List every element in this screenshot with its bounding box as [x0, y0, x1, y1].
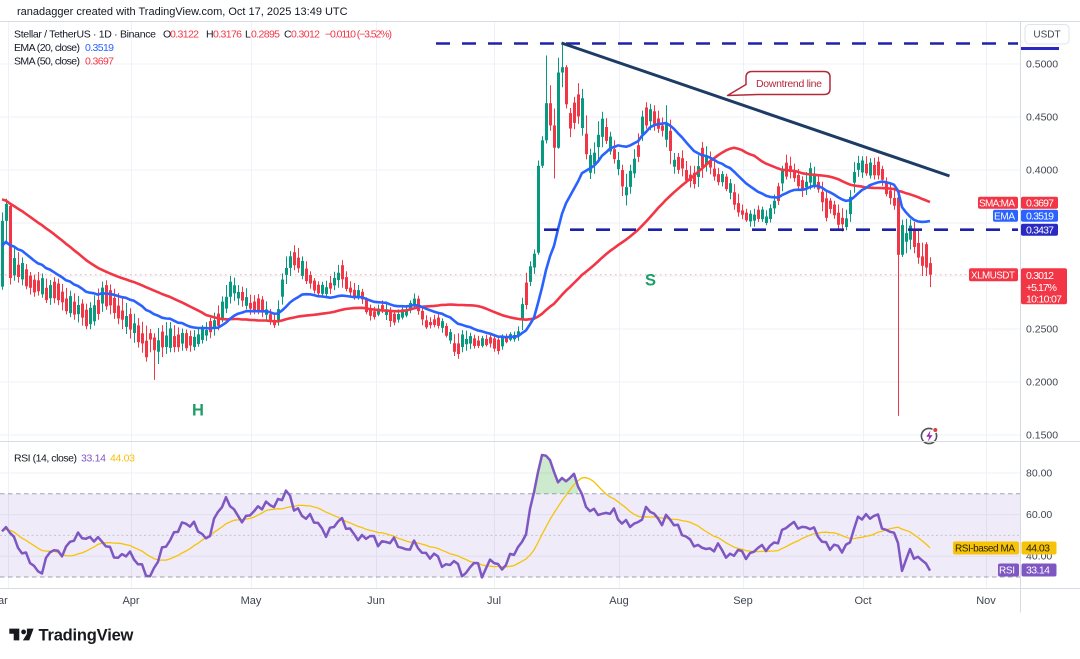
- svg-text:H: H: [192, 402, 204, 420]
- svg-text:TradingView: TradingView: [39, 627, 134, 645]
- svg-text:0.3012: 0.3012: [291, 29, 320, 41]
- svg-text:10:10:07: 10:10:07: [1026, 294, 1062, 306]
- svg-text:Apr: Apr: [122, 595, 139, 607]
- svg-text:Stellar / TetherUS · 1D · Bina: Stellar / TetherUS · 1D · Binance: [14, 29, 156, 41]
- svg-text:Nov: Nov: [976, 595, 996, 607]
- svg-text:0.4000: 0.4000: [1026, 165, 1058, 177]
- svg-text:RSI-based MA: RSI-based MA: [955, 544, 1015, 555]
- svg-text:Aug: Aug: [609, 595, 629, 607]
- svg-text:0.5000: 0.5000: [1026, 59, 1058, 71]
- svg-text:SMA:MA: SMA:MA: [979, 199, 1015, 210]
- svg-text:0.2500: 0.2500: [1026, 324, 1058, 336]
- svg-text:S: S: [645, 272, 656, 290]
- svg-text:0.2895: 0.2895: [251, 29, 280, 41]
- svg-text:RSI (14, close): RSI (14, close): [14, 453, 77, 465]
- svg-text:Oct: Oct: [854, 595, 871, 607]
- svg-text:EMA (20, close): EMA (20, close): [14, 42, 80, 54]
- svg-text:33.14: 33.14: [81, 453, 106, 465]
- svg-text:Downtrend line: Downtrend line: [756, 78, 822, 90]
- svg-text:0.3176: 0.3176: [213, 29, 242, 41]
- svg-text:H: H: [206, 29, 214, 41]
- svg-text:ar: ar: [0, 595, 8, 607]
- svg-text:0.4500: 0.4500: [1026, 112, 1058, 124]
- svg-text:L: L: [245, 29, 251, 41]
- svg-text:0.3437: 0.3437: [1026, 224, 1054, 236]
- svg-text:0.3012: 0.3012: [1026, 270, 1054, 282]
- svg-text:O: O: [163, 29, 171, 41]
- svg-text:0.1500: 0.1500: [1026, 430, 1058, 442]
- svg-text:SMA (50, close): SMA (50, close): [14, 56, 80, 68]
- svg-text:Jun: Jun: [367, 595, 385, 607]
- svg-text:RSI: RSI: [999, 566, 1015, 577]
- svg-text:ranadagger created with Tradin: ranadagger created with TradingView.com,…: [17, 6, 348, 18]
- svg-text:33.14: 33.14: [1026, 565, 1050, 577]
- svg-text:XLMUSDT: XLMUSDT: [971, 270, 1015, 281]
- svg-text:EMA: EMA: [994, 212, 1015, 223]
- svg-text:0.3697: 0.3697: [85, 56, 114, 68]
- svg-text:−0.0110 (−3.52%): −0.0110 (−3.52%): [325, 29, 392, 41]
- svg-text:44.03: 44.03: [110, 453, 135, 465]
- svg-text:May: May: [241, 595, 262, 607]
- svg-text:0.3122: 0.3122: [170, 29, 199, 41]
- svg-text:44.03: 44.03: [1026, 543, 1050, 555]
- svg-text:0.3519: 0.3519: [85, 42, 114, 54]
- svg-text:C: C: [284, 29, 292, 41]
- svg-text:Sep: Sep: [733, 595, 753, 607]
- svg-text:0.3697: 0.3697: [1026, 198, 1054, 210]
- svg-text:Jul: Jul: [487, 595, 501, 607]
- svg-text:80.00: 80.00: [1026, 468, 1052, 480]
- svg-text:USDT: USDT: [1033, 30, 1060, 41]
- svg-text:+5.17%: +5.17%: [1026, 282, 1057, 294]
- svg-text:0.3519: 0.3519: [1026, 211, 1054, 223]
- svg-text:0.2000: 0.2000: [1026, 377, 1058, 389]
- svg-text:60.00: 60.00: [1026, 509, 1052, 521]
